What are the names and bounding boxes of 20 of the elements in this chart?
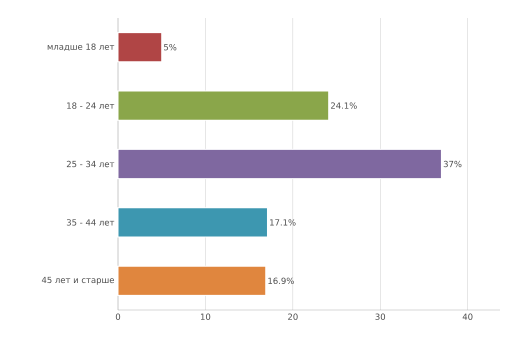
data-label: 17.1%	[270, 219, 296, 226]
data-label: 5%	[164, 44, 176, 50]
data-label: 24.1%	[330, 102, 357, 109]
x-tick-label: 30	[376, 314, 386, 320]
bar	[118, 148, 442, 180]
y-tick-label: 18 - 24 лет	[67, 102, 114, 109]
bar	[118, 32, 162, 62]
data-label: 16.9%	[268, 278, 294, 284]
data-label: 37%	[444, 160, 462, 168]
bar	[118, 207, 268, 238]
y-tick-label: 25 - 34 лет	[66, 160, 114, 168]
bar	[118, 266, 266, 296]
x-tick-label: 20	[288, 314, 298, 320]
y-tick-label: 45 лет и старше	[42, 276, 114, 285]
y-tick-label: младше 18 лет	[48, 43, 114, 51]
x-tick-label: 0	[116, 314, 120, 320]
x-tick-label: 40	[462, 314, 472, 320]
x-tick-label: 10	[200, 314, 210, 320]
bar	[118, 90, 330, 121]
y-tick-label: 35 - 44 лет	[66, 219, 114, 226]
